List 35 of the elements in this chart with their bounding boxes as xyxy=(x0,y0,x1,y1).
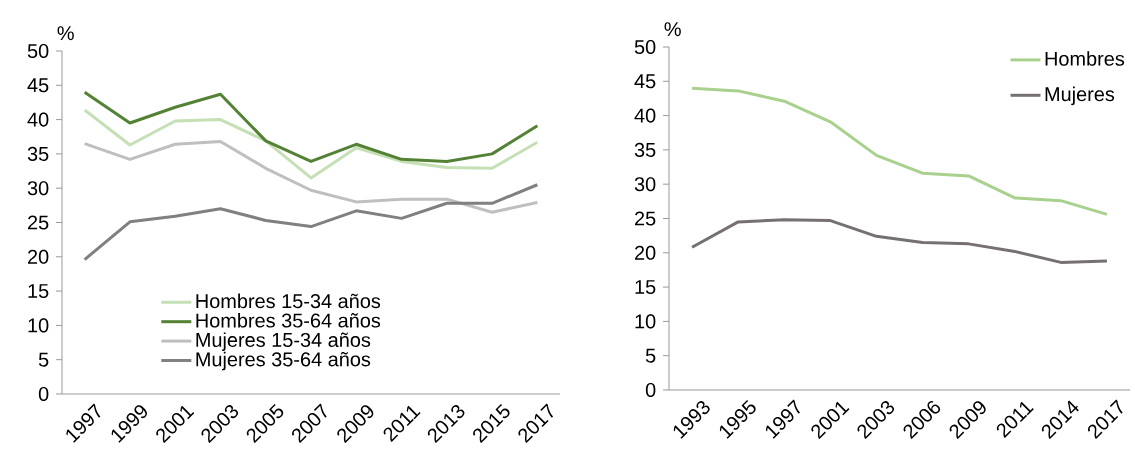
legend-label: Hombres 35-64 años xyxy=(196,312,381,328)
y-tick-label: 20 xyxy=(635,245,656,260)
legend-label: Mujeres xyxy=(1045,86,1115,106)
y-tick-label: 0 xyxy=(38,386,49,402)
y-tick-label: 45 xyxy=(27,78,49,93)
y-tick-label: 10 xyxy=(635,314,656,329)
y-tick-label: 45 xyxy=(634,74,656,89)
y-axis-title: % xyxy=(664,22,681,37)
y-tick-label: 35 xyxy=(634,142,656,157)
line-series xyxy=(83,183,539,262)
y-tick-label: 40 xyxy=(27,112,49,127)
legend-label: Mujeres 15-34 años xyxy=(196,332,371,351)
y-tick-label: 15 xyxy=(635,280,656,295)
y-tick-label: 35 xyxy=(27,146,49,161)
y-tick-label: 50 xyxy=(634,39,656,55)
y-axis-title: % xyxy=(57,26,74,41)
line-series xyxy=(690,218,1109,264)
y-tick-label: 30 xyxy=(27,181,49,196)
y-tick-label: 30 xyxy=(634,177,656,192)
line-series xyxy=(83,108,539,180)
y-tick-label: 5 xyxy=(38,352,49,367)
y-tick-label: 0 xyxy=(645,382,656,398)
y-tick-label: 50 xyxy=(27,43,49,59)
y-tick-label: 5 xyxy=(645,348,656,363)
y-tick-label: 40 xyxy=(634,108,656,123)
legend-label: Mujeres 35-64 años xyxy=(196,351,371,371)
y-tick-label: 25 xyxy=(28,215,49,230)
line-series xyxy=(83,140,539,214)
y-tick-label: 15 xyxy=(28,284,49,299)
legend-label: Hombres xyxy=(1045,51,1125,66)
legend-label: Hombres 15-34 años xyxy=(196,293,381,309)
y-tick-label: 10 xyxy=(28,318,49,333)
y-tick-label: 20 xyxy=(28,249,49,264)
y-tick-label: 25 xyxy=(635,211,656,226)
line-series xyxy=(83,90,539,163)
